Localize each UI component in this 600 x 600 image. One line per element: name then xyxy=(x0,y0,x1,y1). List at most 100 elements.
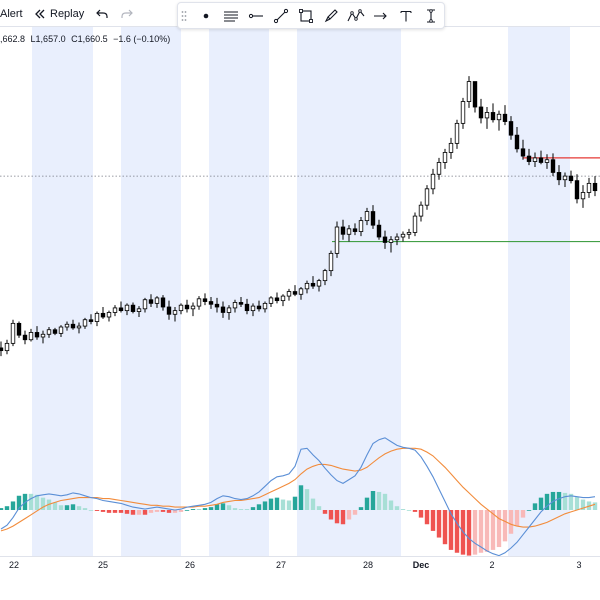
candle-up xyxy=(466,81,472,102)
candle-down xyxy=(310,282,316,287)
candle-up xyxy=(94,312,100,322)
dot-tool[interactable] xyxy=(195,6,217,26)
candle-up xyxy=(58,326,64,334)
macd-histogram-bar xyxy=(100,510,106,512)
candle-down xyxy=(0,347,4,352)
session-band xyxy=(508,27,570,556)
price-chart[interactable] xyxy=(0,27,600,556)
time-axis[interactable]: 22 25 26 27 28 Dec 2 3 xyxy=(0,556,600,600)
time-axis-label: 28 xyxy=(362,560,374,570)
candle-up xyxy=(298,288,304,295)
macd-histogram-bar xyxy=(208,507,214,510)
macd-histogram-bar xyxy=(370,491,376,510)
macd-histogram-bar xyxy=(0,508,4,510)
candle-up xyxy=(364,211,370,222)
candle-down xyxy=(502,113,508,122)
candle-up xyxy=(544,159,550,163)
candle-down xyxy=(568,175,574,182)
candle-down xyxy=(376,224,382,238)
candle-down xyxy=(88,319,94,322)
candle-up xyxy=(358,220,364,232)
arrow-tool[interactable] xyxy=(370,6,392,26)
candle-up xyxy=(178,304,184,312)
candle-up xyxy=(154,297,160,304)
macd-histogram-bar xyxy=(394,506,400,510)
macd-histogram-bar xyxy=(190,509,196,510)
text-tool[interactable] xyxy=(395,6,417,26)
macd-histogram-bar xyxy=(478,510,484,553)
candle-down xyxy=(184,304,190,310)
macd-histogram-bar xyxy=(364,497,370,510)
candle-up xyxy=(250,305,256,312)
candle-up xyxy=(424,188,430,206)
macd-histogram-bar xyxy=(334,510,340,524)
candle-up xyxy=(346,228,352,235)
candlestick-series xyxy=(0,76,598,357)
brush-icon xyxy=(324,9,338,23)
rectangle-icon xyxy=(299,9,313,23)
alert-button[interactable]: Alert xyxy=(0,0,23,27)
time-axis-label: 22 xyxy=(8,560,20,570)
candle-up xyxy=(112,307,118,313)
session-band xyxy=(121,27,181,556)
candle-down xyxy=(22,334,28,341)
horizontal-ray-tool[interactable] xyxy=(245,6,267,26)
rectangle-tool[interactable] xyxy=(295,6,317,26)
macd-histogram-bar xyxy=(322,510,328,514)
candle-up xyxy=(586,182,592,193)
macd-histogram-bar xyxy=(484,510,490,552)
candle-up xyxy=(394,236,400,241)
ohlc-low: L1,657.0 xyxy=(30,34,66,44)
candle-down xyxy=(244,303,250,312)
macd-histogram-bar xyxy=(70,504,76,510)
candle-down xyxy=(16,322,22,336)
candle-down xyxy=(274,297,280,302)
path-tool[interactable] xyxy=(345,6,367,26)
candle-up xyxy=(40,333,46,338)
macd-histogram-bar xyxy=(226,505,232,510)
candle-up xyxy=(190,305,196,310)
drawing-toolbar xyxy=(177,2,445,29)
candle-up xyxy=(304,282,310,290)
drag-handle[interactable] xyxy=(179,6,189,26)
macd-histogram-bar xyxy=(52,502,58,510)
candle-down xyxy=(52,329,58,334)
candle-down xyxy=(478,106,484,119)
session-band xyxy=(297,27,401,556)
macd-line xyxy=(0,437,596,556)
macd-histogram-bar xyxy=(502,510,508,542)
brush-tool[interactable] xyxy=(320,6,342,26)
time-axis-label: Dec xyxy=(412,560,430,570)
candle-up xyxy=(226,307,232,313)
horizontal-lines-tool[interactable] xyxy=(220,6,242,26)
candle-down xyxy=(292,291,298,295)
macd-histogram-bar xyxy=(214,504,220,510)
candle-up xyxy=(328,252,334,272)
macd-histogram-bar xyxy=(538,497,544,510)
macd-histogram-bar xyxy=(508,510,514,534)
candle-up xyxy=(448,142,454,153)
candle-up xyxy=(82,319,88,327)
trend-line-tool[interactable] xyxy=(270,6,292,26)
macd-histogram-bar xyxy=(310,498,316,510)
redo-button[interactable] xyxy=(121,0,133,27)
candle-down xyxy=(340,226,346,235)
candle-up xyxy=(64,323,70,328)
macd-histogram-bar xyxy=(406,510,412,511)
candle-up xyxy=(4,342,10,352)
macd-histogram-bar xyxy=(454,510,460,553)
vertical-measure-icon xyxy=(427,9,435,23)
macd-histogram-bar xyxy=(178,510,184,512)
undo-button[interactable] xyxy=(96,0,108,27)
candle-down xyxy=(352,228,358,232)
candle-up xyxy=(406,232,412,235)
candle-down xyxy=(538,157,544,163)
measure-tool[interactable] xyxy=(420,6,442,26)
macd-histogram-bar xyxy=(250,507,256,510)
redo-icon xyxy=(121,9,133,19)
macd-histogram-bar xyxy=(580,499,586,510)
replay-button[interactable]: Replay xyxy=(34,0,84,27)
candle-up xyxy=(418,204,424,217)
macd-histogram-bar xyxy=(436,510,442,538)
time-axis-label: 3 xyxy=(576,560,582,570)
